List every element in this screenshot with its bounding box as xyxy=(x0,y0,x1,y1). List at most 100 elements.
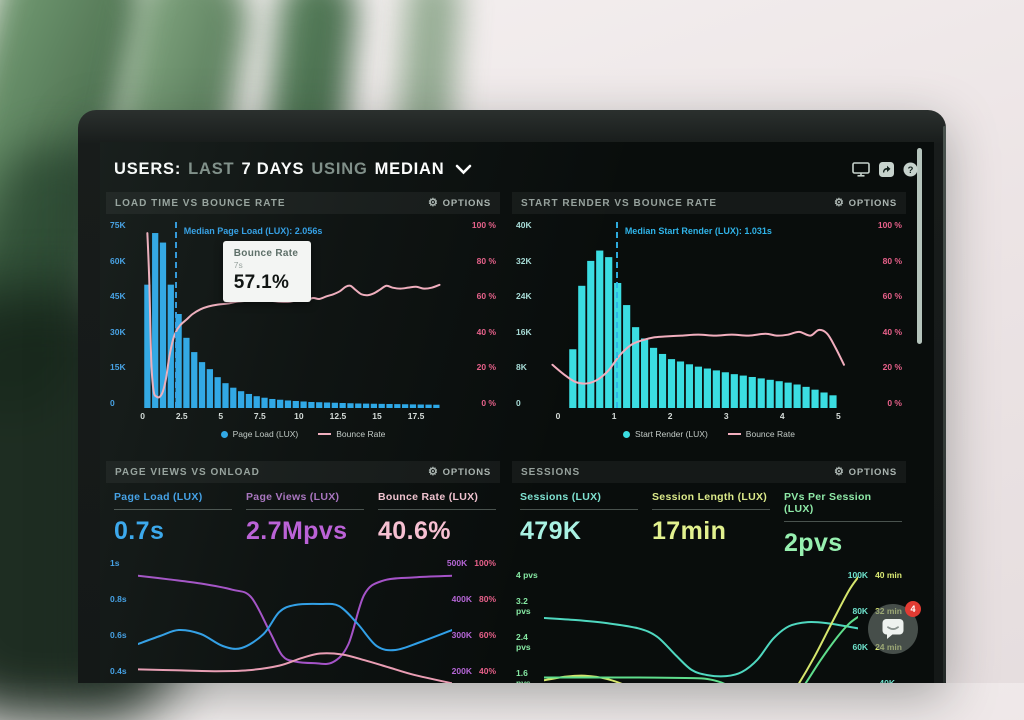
display-icon[interactable] xyxy=(852,161,870,177)
tooltip: Bounce Rate 7s 57.1% xyxy=(222,240,312,302)
y-tick: 0 xyxy=(110,397,115,408)
y-tick: 45K xyxy=(110,291,126,302)
plot-area xyxy=(544,566,858,683)
x-tick: 15 xyxy=(372,411,382,421)
x-tick: 0 xyxy=(555,411,561,421)
panel-sessions: SESSIONS ⚙ OPTIONS Sessions (LUX) 479K Sess… xyxy=(512,461,906,683)
legend-label: Page Load (LUX) xyxy=(232,429,299,439)
x-tick: 12.5 xyxy=(329,411,347,421)
help-icon[interactable]: ? xyxy=(903,162,918,177)
y-tick: 24K xyxy=(516,291,532,302)
y-tick: 20 % xyxy=(476,362,496,373)
plot-area xyxy=(138,554,452,683)
y-axis-left: 75K 60K 45K 30K 15K 0 xyxy=(106,220,138,408)
y-tick: 60 % xyxy=(476,291,496,302)
x-tick: 10 xyxy=(294,411,304,421)
chat-bubble-icon xyxy=(882,619,904,639)
title-segment: MEDIAN xyxy=(374,159,445,178)
y-tick: 60% xyxy=(478,630,496,641)
legend-dot-swatch xyxy=(220,430,228,438)
y-tick: 1s xyxy=(110,558,120,568)
y-tick: 40% xyxy=(478,666,496,677)
y-tick: 60K xyxy=(110,255,126,266)
median-annotation: Median Page Load (LUX): 2.056s xyxy=(183,226,323,236)
metric: PVs Per Session (LUX) 2pvs xyxy=(784,491,902,558)
y-tick: 300K xyxy=(451,630,472,641)
legend-item[interactable]: Bounce Rate xyxy=(318,429,385,439)
panel-header: START RENDER VS BOUNCE RATE ⚙ OPTIONS xyxy=(512,192,906,214)
y-tick: 0.6s xyxy=(110,630,127,641)
legend-item[interactable]: Start Render (LUX) xyxy=(623,429,708,439)
metric-value: 0.7s xyxy=(114,517,165,545)
x-axis: 0 1 2 3 4 5 xyxy=(544,411,858,424)
page-views-chart: Page Load (LUX) 0.7s Page Views (LUX) 2.7Mp… xyxy=(106,483,500,683)
chat-launcher-button[interactable]: 4 xyxy=(868,601,921,654)
options-button[interactable]: ⚙ OPTIONS xyxy=(427,466,491,478)
dashboard-screen: USERS: LAST 7 DAYS USING MEDIAN ? xyxy=(100,142,934,683)
metric-label: Page Load (LUX) xyxy=(114,491,232,510)
users-period-dropdown[interactable]: USERS: LAST 7 DAYS USING MEDIAN xyxy=(114,160,472,179)
panel-header: LOAD TIME VS BOUNCE RATE ⚙ OPTIONS xyxy=(106,192,500,214)
legend-item[interactable]: Page Load (LUX) xyxy=(220,429,299,439)
y-tick: 80 % xyxy=(882,255,902,266)
share-icon[interactable] xyxy=(879,161,894,177)
y-tick-pair: 300K 60% xyxy=(452,630,496,640)
y-tick: 4 pvs xyxy=(516,570,538,580)
y-tick: 40 % xyxy=(882,326,902,337)
panel-header: PAGE VIEWS VS ONLOAD ⚙ OPTIONS xyxy=(106,461,500,483)
metric: Bounce Rate (LUX) 40.6% xyxy=(378,491,496,546)
metric-label: Sessions (LUX) xyxy=(520,491,638,510)
legend-label: Start Render (LUX) xyxy=(635,429,708,439)
chart: 75K 60K 45K 30K 15K 0 Median Page Load (LUX): … xyxy=(106,220,500,408)
x-tick: 3 xyxy=(723,411,729,421)
y-axis-left: 4 pvs 3.2 pvs 2.4 pvs 1.6 pvs xyxy=(512,566,544,683)
laptop-bezel: USERS: LAST 7 DAYS USING MEDIAN ? xyxy=(78,110,946,683)
chart-legend: Start Render (LUX) Bounce Rate xyxy=(512,424,906,443)
tooltip-value: 57.1% xyxy=(233,271,290,293)
y-axis-left: 1s 0.8s 0.6s 0.4s xyxy=(106,554,138,676)
y-tick: 1.6 pvs xyxy=(516,668,531,683)
scrollbar[interactable] xyxy=(917,148,922,344)
x-tick: 2 xyxy=(667,411,673,421)
options-button[interactable]: ⚙ OPTIONS xyxy=(833,197,897,209)
metric-label: Page Views (LUX) xyxy=(246,491,364,510)
legend-label: Bounce Rate xyxy=(336,429,386,439)
metric: Session Length (LUX) 17min xyxy=(652,491,770,558)
x-tick: 4 xyxy=(779,411,785,421)
y-tick: 100K xyxy=(847,570,869,580)
y-tick: 60K xyxy=(852,642,869,653)
metric-value: 2.7Mpvs xyxy=(246,517,348,545)
y-tick: 0 % xyxy=(481,397,496,408)
y-tick: 16K xyxy=(516,326,532,337)
legend-item[interactable]: Bounce Rate xyxy=(727,429,795,439)
chevron-down-icon xyxy=(455,164,472,175)
options-button[interactable]: ⚙ OPTIONS xyxy=(833,466,897,478)
panel-start-render-vs-bounce-rate: START RENDER VS BOUNCE RATE ⚙ OPTIONS 40K… xyxy=(512,192,906,443)
x-axis: 0 2.5 5 7.5 10 12.5 15 17.5 xyxy=(138,411,452,424)
sessions-chart: Sessions (LUX) 479K Session Length (LUX) 17… xyxy=(512,483,906,683)
y-tick: 75K xyxy=(110,220,126,230)
panel-title: LOAD TIME VS BOUNCE RATE xyxy=(115,197,286,209)
chart: 40K 32K 24K 16K 8K 0 Median Start Render (LUX)… xyxy=(512,220,906,408)
y-tick: 0 % xyxy=(887,397,902,408)
median-line xyxy=(174,222,177,408)
panel-title: PAGE VIEWS VS ONLOAD xyxy=(115,466,260,478)
gear-icon: ⚙ xyxy=(427,466,439,478)
metric: Page Load (LUX) 0.7s xyxy=(114,491,232,546)
y-axis-right: 100 % 80 % 60 % 40 % 20 % 0 % xyxy=(858,220,906,408)
legend-line-swatch xyxy=(727,433,741,435)
y-tick: 80 % xyxy=(476,255,496,266)
metric: Page Views (LUX) 2.7Mpvs xyxy=(246,491,364,546)
plot-area: Median Page Load (LUX): 2.056s Bounce Rat… xyxy=(138,220,452,408)
options-button[interactable]: ⚙ OPTIONS xyxy=(427,197,491,209)
panel-page-views-vs-onload: PAGE VIEWS VS ONLOAD ⚙ OPTIONS Page Load … xyxy=(106,461,500,683)
y-tick: 40 min xyxy=(875,570,902,580)
chart: 4 pvs 3.2 pvs 2.4 pvs 1.6 pvs 100K 40 min 80K 3… xyxy=(512,566,906,683)
metrics-row: Sessions (LUX) 479K Session Length (LUX) 17… xyxy=(512,483,906,560)
metric-label: PVs Per Session (LUX) xyxy=(784,491,902,522)
metric-label: Bounce Rate (LUX) xyxy=(378,491,496,510)
y-tick: 40 % xyxy=(476,326,496,337)
y-tick: 200K xyxy=(451,666,472,677)
x-tick: 7.5 xyxy=(253,411,266,421)
metric-value: 17min xyxy=(652,517,727,545)
